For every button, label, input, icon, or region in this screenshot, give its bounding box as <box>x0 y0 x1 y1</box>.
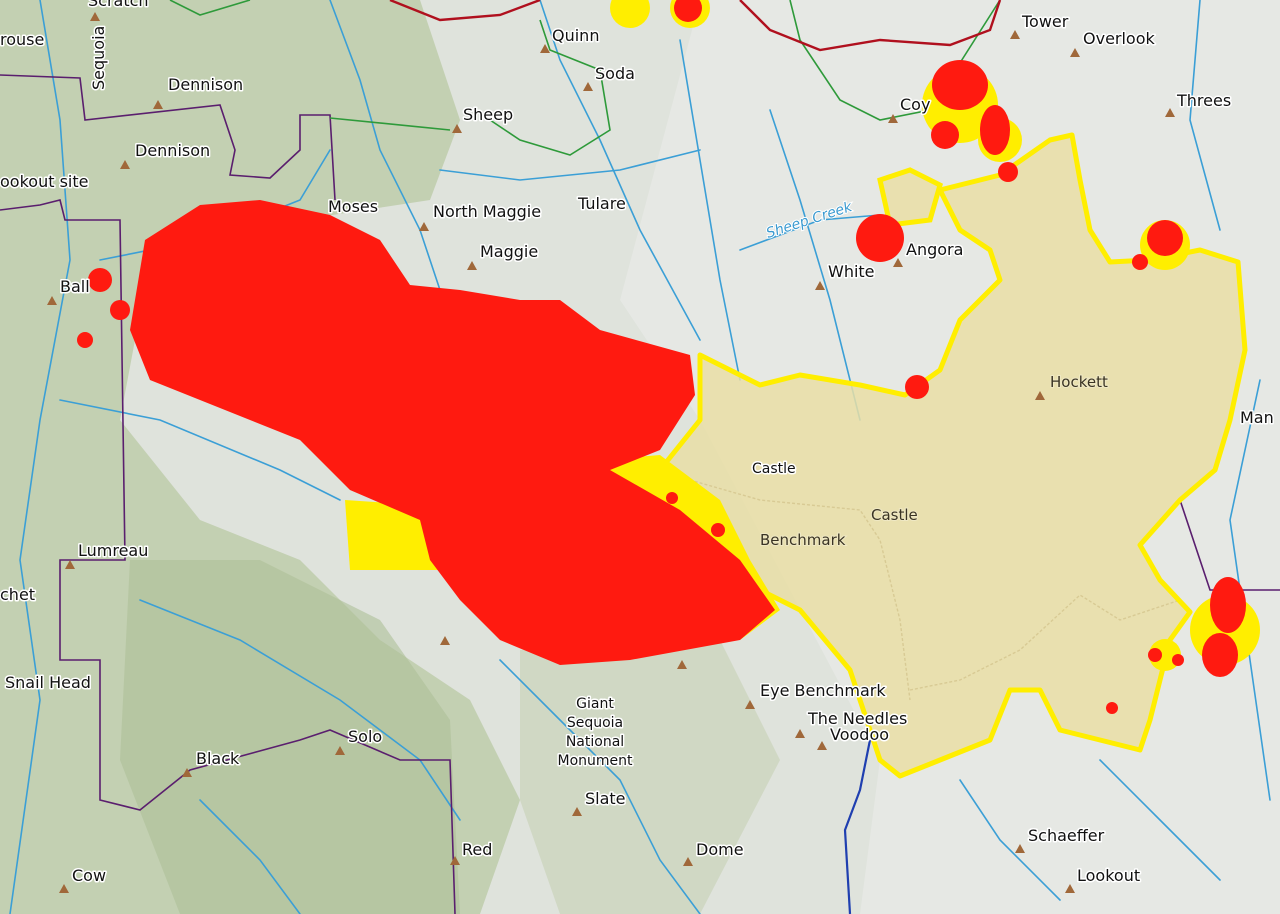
forest-area <box>120 560 460 914</box>
label-red: Red <box>462 840 492 859</box>
label-ball: Ball <box>60 277 90 296</box>
label-line: National <box>566 734 624 750</box>
label-lookout-site: ookout site <box>0 172 88 191</box>
label-line: Monument <box>557 753 633 769</box>
label-dome: Dome <box>696 840 744 859</box>
label-eye-benchmark: Eye Benchmark <box>760 681 886 700</box>
label-moses: Moses <box>328 197 378 216</box>
label-slate: Slate <box>585 789 626 808</box>
label-man: Man <box>1240 408 1274 427</box>
label-lookout: Lookout <box>1077 866 1140 885</box>
label-castle: Castle <box>752 461 796 477</box>
label-quinn: Quinn <box>552 26 599 45</box>
label-line: Giant <box>576 696 614 712</box>
label-sequoia: Sequoia <box>89 26 108 90</box>
label-solo: Solo <box>348 727 382 746</box>
label-maggie: Maggie <box>480 242 538 261</box>
fire-perimeter[interactable] <box>657 132 1248 779</box>
label-white: White <box>828 262 875 281</box>
label-benchmark: Benchmark <box>760 531 846 549</box>
label-scratch: Scratch <box>88 0 149 10</box>
label-castle: Castle <box>871 506 918 524</box>
hotspots-recent <box>77 0 1246 714</box>
label-threes: Threes <box>1176 91 1231 110</box>
label-cow: Cow <box>72 866 106 885</box>
label-giant-sequoia-national-monument: Giant Sequoia National Monument <box>556 695 635 771</box>
label-tower: Tower <box>1021 12 1069 31</box>
label-the-needles: The Needles <box>807 709 907 728</box>
road <box>389 0 1002 52</box>
main-river <box>843 739 872 914</box>
label-sheep: Sheep <box>463 105 513 124</box>
label-snail-head: Snail Head <box>5 673 91 692</box>
label-black: Black <box>196 749 240 768</box>
label-schaeffer: Schaeffer <box>1028 826 1105 845</box>
label-overlook: Overlook <box>1083 29 1156 48</box>
label-voodoo: Voodoo <box>830 725 889 744</box>
label-angora: Angora <box>906 240 963 259</box>
label-dennison: Dennison <box>168 75 243 94</box>
label-hockett: Hockett <box>1050 373 1108 391</box>
label-soda: Soda <box>595 64 635 83</box>
label-dennison: Dennison <box>135 141 210 160</box>
label-tulare: Tulare <box>577 194 626 213</box>
label-chet: chet <box>0 585 35 604</box>
label-coy: Coy <box>900 95 930 114</box>
forest-area <box>520 640 780 914</box>
label-line: Sequoia <box>567 715 623 731</box>
label-north-maggie: North Maggie <box>433 202 541 221</box>
rivers <box>9 0 1271 914</box>
trail <box>169 0 1001 156</box>
label-grouse: rouse <box>0 30 44 49</box>
label-lumreau: Lumreau <box>78 541 148 560</box>
